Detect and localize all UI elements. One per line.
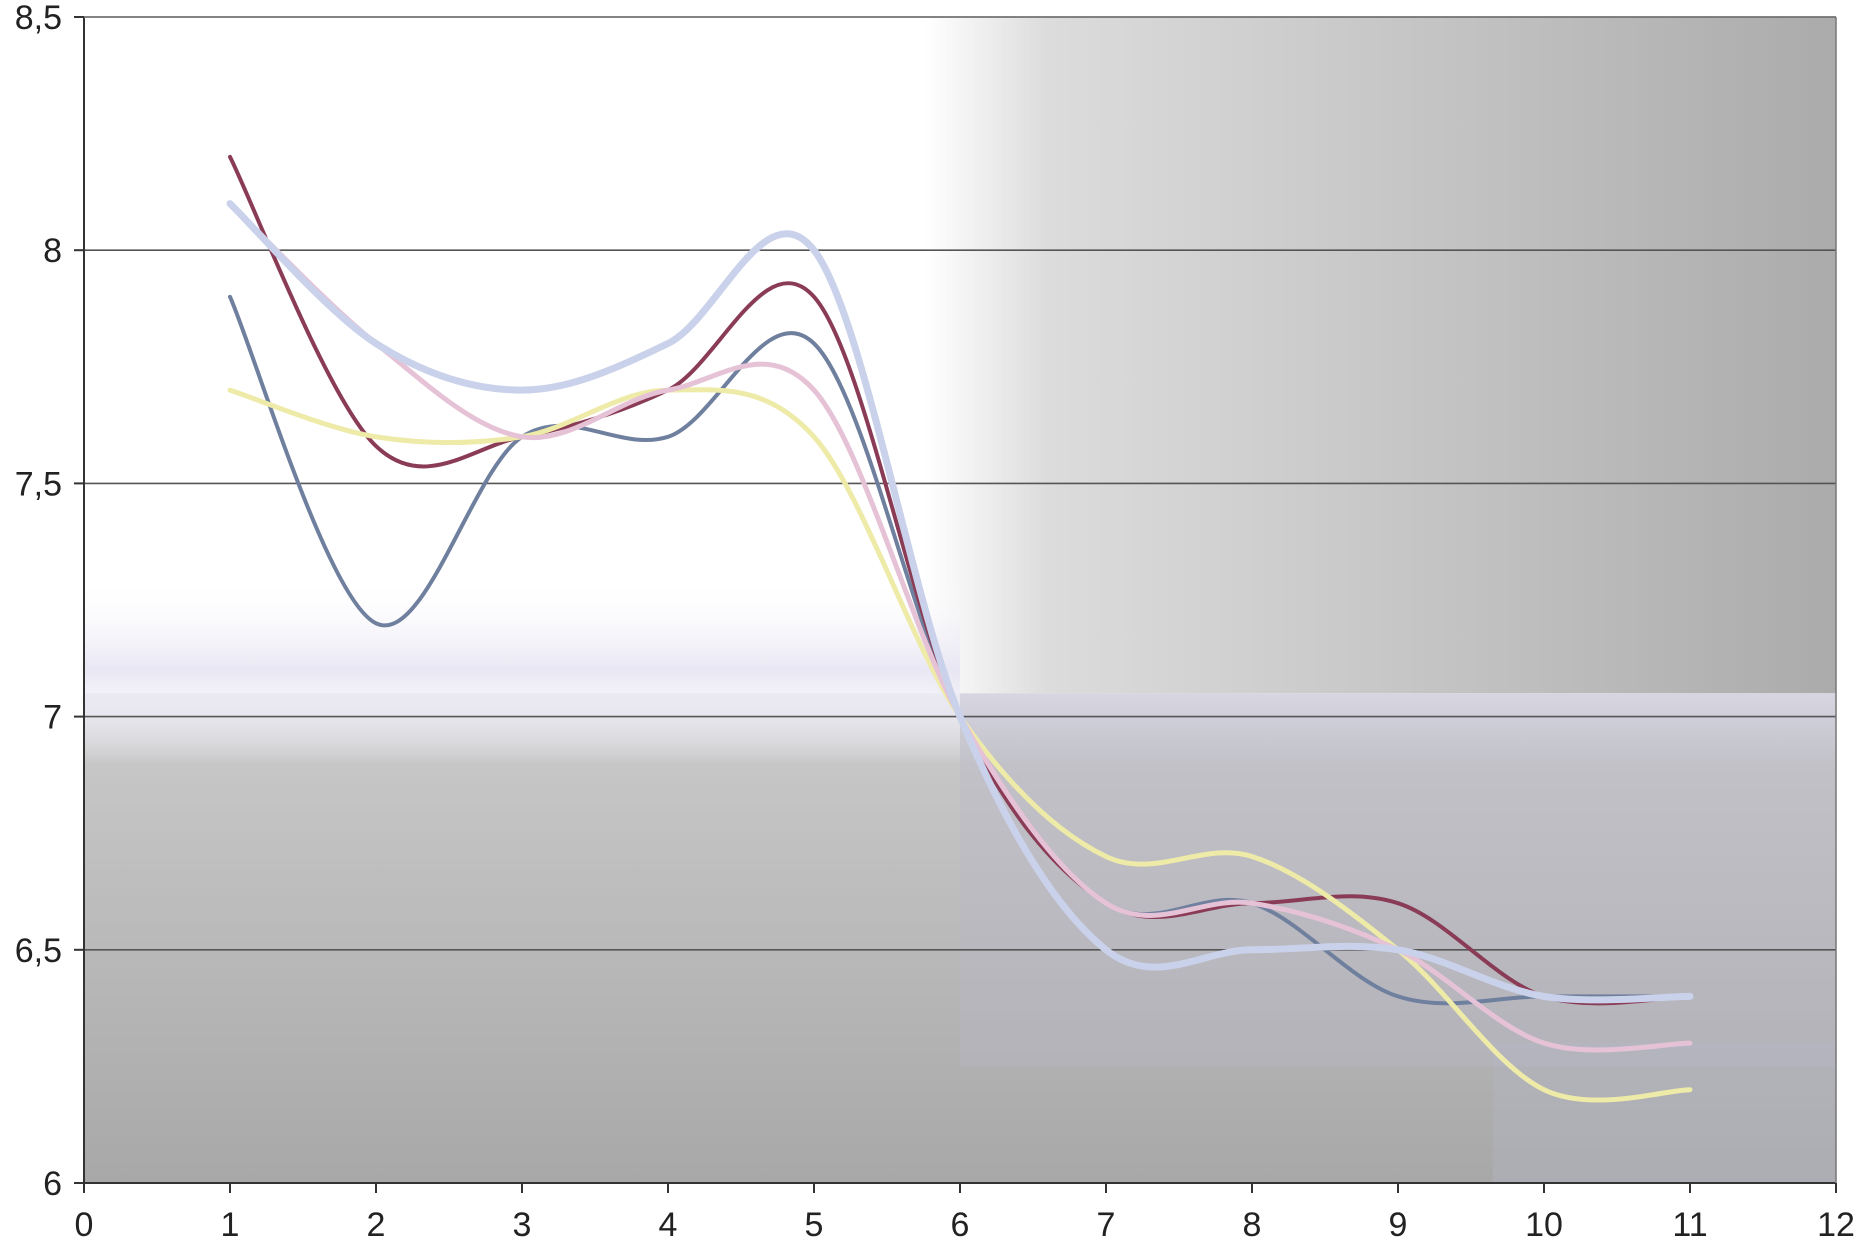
series-lines [226,154,1694,1103]
plot-bg-haze [84,576,960,764]
x-tick-label-2: 2 [367,1206,386,1244]
x-tick-label-12: 12 [1817,1206,1855,1244]
y-tick-label-3: 7,5 [15,465,62,503]
y-tick-label-0: 6 [43,1165,62,1203]
plot-bg-lower [84,693,1836,1183]
x-tick-label-5: 5 [805,1206,824,1244]
x-tick-label-9: 9 [1389,1206,1408,1244]
x-tick-label-0: 0 [75,1206,94,1244]
plot-background [84,17,1836,1183]
series-line-1 [228,294,1692,1006]
x-tick-label-11: 11 [1672,1206,1707,1244]
plot-bg-tint [960,693,1836,1067]
axes [74,16,1837,1193]
x-tick-label-8: 8 [1243,1206,1262,1244]
series-line-2 [228,154,1692,1006]
x-tick-label-1: 1 [221,1206,240,1244]
y-tick-label-2: 7 [43,699,62,737]
series-line-5 [226,200,1694,1004]
y-tick-label-4: 8 [43,232,62,270]
x-tick-label-3: 3 [513,1206,532,1244]
y-tick-label-1: 6,5 [15,932,62,970]
series-line-4 [227,201,1693,1053]
x-tick-label-10: 10 [1525,1206,1563,1244]
y-tick-label-5: 8,5 [15,0,62,37]
plot-bg-tint-corner [1492,1043,1836,1183]
x-tick-label-4: 4 [659,1206,678,1244]
x-tick-label-6: 6 [951,1206,970,1244]
x-tick-label-7: 7 [1097,1206,1116,1244]
